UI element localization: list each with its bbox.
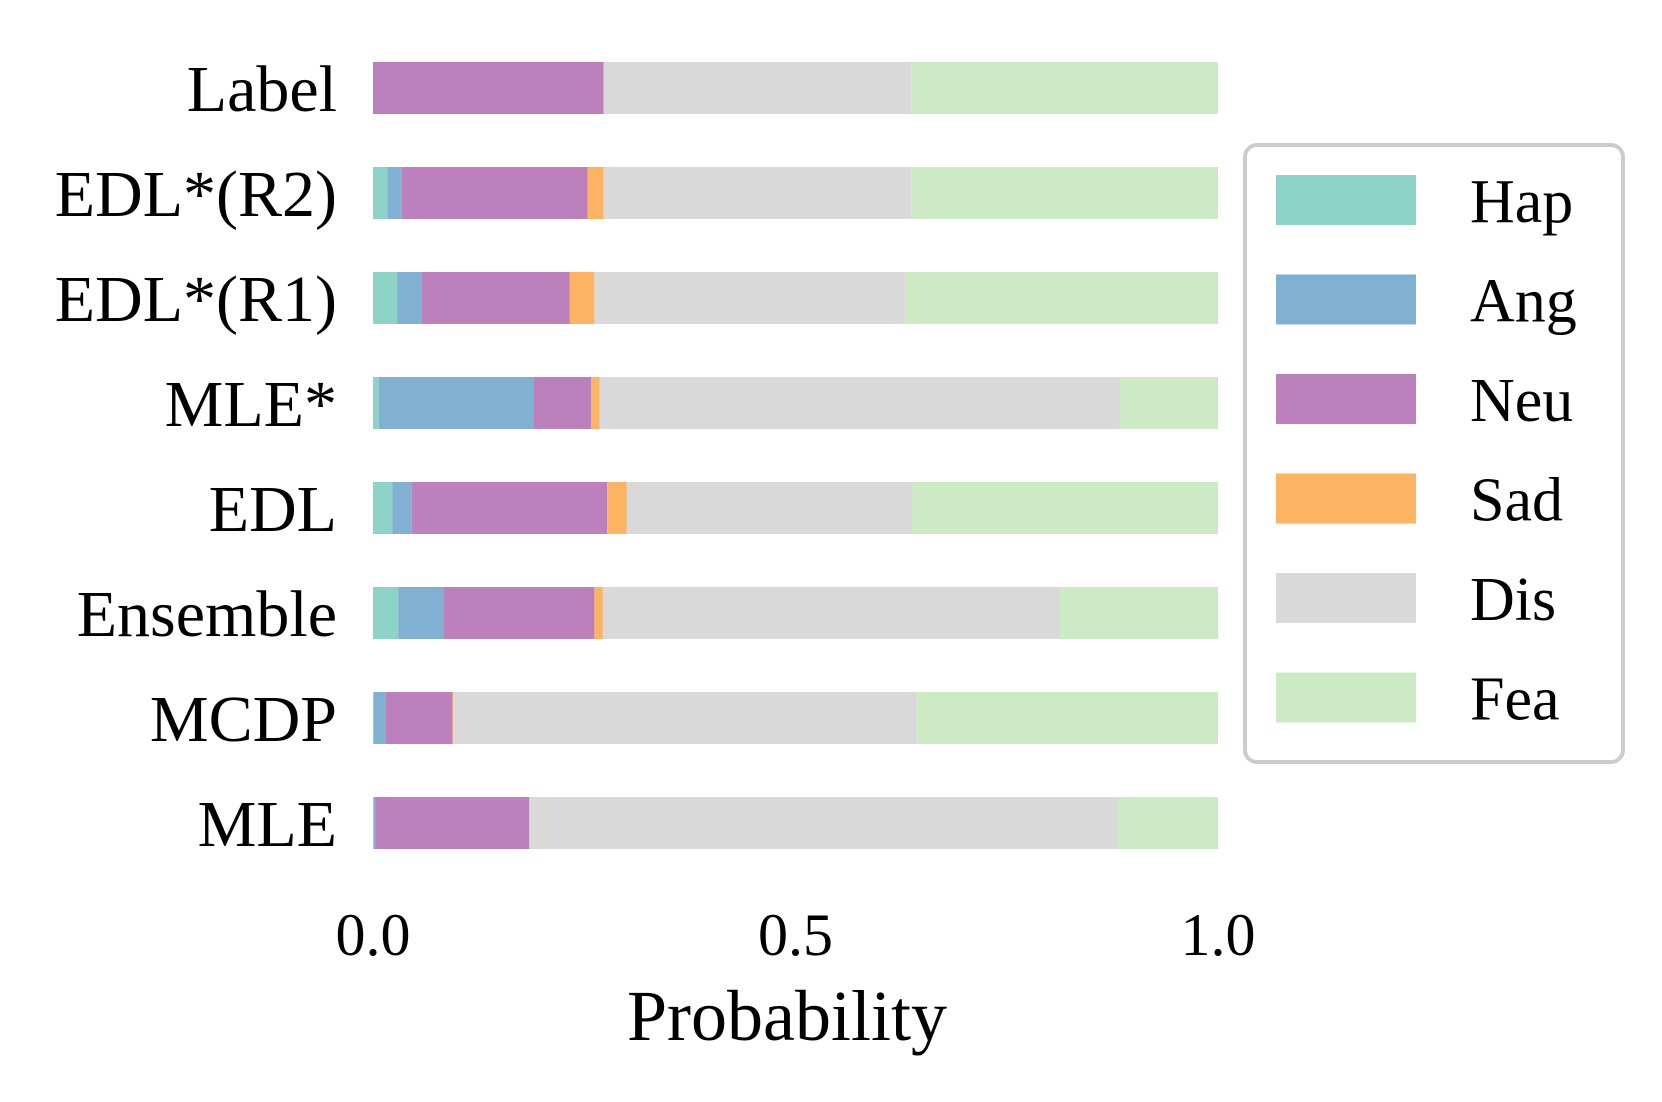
bar-segment-mle-fea — [1118, 797, 1218, 849]
bar-segment-edl-r2-neu — [401, 167, 588, 219]
category-labels: Label EDL*(R2) EDL*(R1) MLE* EDL Ensemble MCDP… — [55, 53, 337, 861]
bar-segment-ensemble-neu — [443, 587, 595, 639]
legend-frame — [1243, 143, 1625, 764]
bar-segment-edl-r1-fea — [905, 272, 1218, 324]
bar-segment-ensemble-fea — [1059, 587, 1218, 639]
x-tick-labels: 0.0 0.5 1.0 — [336, 902, 1256, 968]
bar-segment-edl-r2-dis — [603, 167, 912, 219]
category-label-mcdp: MCDP — [150, 683, 337, 756]
bar-segment-ensemble-sad — [594, 587, 603, 639]
category-label-edl-r2: EDL*(R2) — [55, 158, 337, 231]
bar-segment-edl-r1-hap — [373, 272, 398, 324]
bar-segment-edl-neu — [411, 482, 608, 534]
bar-segment-mle-sad — [591, 377, 600, 429]
bar-segment-edl-hap — [373, 482, 393, 534]
bar-segment-mle-dis — [529, 797, 1119, 849]
legend-swatch-hap — [1276, 175, 1416, 225]
bar-segment-mcdp-sad — [452, 692, 454, 744]
bar-segment-ensemble-dis — [602, 587, 1060, 639]
bar-segment-ensemble-hap — [373, 587, 399, 639]
bar-segment-label-neu — [373, 62, 604, 114]
bar-segment-label-dis — [603, 62, 912, 114]
bar-segment-ensemble-ang — [398, 587, 444, 639]
category-label-mle: MLE* — [165, 368, 337, 441]
bar-segment-mle-ang — [378, 377, 534, 429]
x-axis-label: Probability — [627, 976, 947, 1056]
bar-segment-mle-hap — [373, 797, 374, 849]
bars-layer — [373, 62, 1218, 849]
bar-segment-mle-neu — [375, 797, 530, 849]
bar-segment-mle-dis — [599, 377, 1120, 429]
category-label-edl: EDL — [209, 473, 337, 546]
bar-segment-edl-r2-hap — [373, 167, 388, 219]
x-tick-label: 1.0 — [1181, 902, 1256, 968]
bar-segment-edl-r2-ang — [387, 167, 402, 219]
bar-segment-label-fea — [911, 62, 1218, 114]
bar-segment-mcdp-fea — [917, 692, 1218, 744]
bar-segment-edl-r1-dis — [594, 272, 906, 324]
bar-segment-mle-ang — [373, 797, 376, 849]
bar-segment-mcdp-hap — [373, 692, 374, 744]
category-label-mle: MLE — [198, 788, 337, 861]
legend-swatch-dis — [1276, 573, 1416, 623]
bar-segment-mle-neu — [533, 377, 592, 429]
legend-label-sad: Sad — [1470, 467, 1563, 535]
category-label-label: Label — [187, 53, 337, 126]
bar-segment-edl-dis — [626, 482, 913, 534]
legend-swatch-sad — [1276, 473, 1416, 524]
bar-segment-edl-r1-ang — [397, 272, 423, 324]
category-label-edl-r1: EDL*(R1) — [55, 263, 337, 336]
legend-swatch-fea — [1276, 672, 1416, 723]
bar-segment-edl-r2-fea — [911, 167, 1218, 219]
category-label-ensemble: Ensemble — [77, 578, 337, 651]
bar-segment-mcdp-dis — [453, 692, 918, 744]
legend-swatch-neu — [1276, 374, 1416, 424]
legend-label-fea: Fea — [1470, 666, 1560, 734]
bar-segment-edl-r1-sad — [569, 272, 595, 324]
x-tick-label: 0.5 — [758, 902, 833, 968]
bar-segment-edl-r2-sad — [587, 167, 604, 219]
bar-segment-mcdp-ang — [373, 692, 386, 744]
x-tick-label: 0.0 — [336, 902, 411, 968]
bar-segment-edl-r1-neu — [422, 272, 570, 324]
bar-segment-edl-sad — [607, 482, 627, 534]
legend-label-hap: Hap — [1470, 168, 1573, 236]
bar-segment-mcdp-neu — [385, 692, 453, 744]
bar-segment-edl-fea — [912, 482, 1218, 534]
legend-label-dis: Dis — [1470, 566, 1556, 634]
legend-label-ang: Ang — [1470, 268, 1577, 336]
legend-swatch-ang — [1276, 274, 1416, 325]
bar-segment-edl-ang — [392, 482, 412, 534]
legend: Hap Ang Neu Sad Dis Fea — [1243, 143, 1625, 764]
bar-segment-mle-hap — [373, 377, 379, 429]
legend-label-neu: Neu — [1470, 367, 1573, 435]
bar-segment-mle-fea — [1119, 377, 1218, 429]
